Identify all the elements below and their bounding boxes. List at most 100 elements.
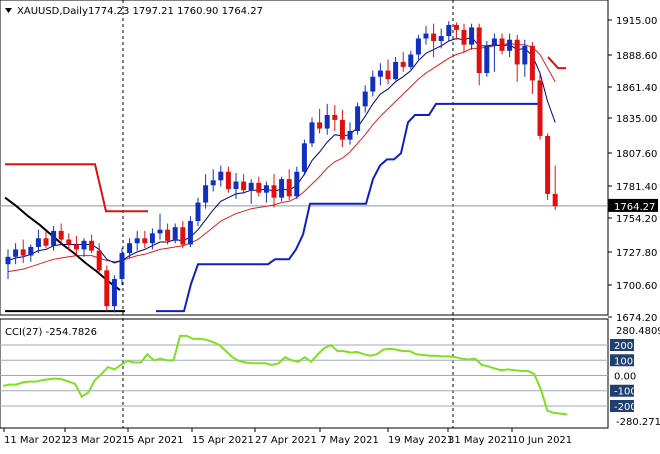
candle-body [233, 181, 239, 189]
candle-body [58, 230, 64, 240]
candle-body [119, 253, 125, 280]
price-tick-label: 1700.60 [616, 281, 657, 292]
candle-body [324, 114, 330, 129]
candle-body [514, 39, 520, 65]
candle-body [5, 256, 11, 265]
candle-body [96, 250, 102, 271]
cci-max-label: 280.4809 [616, 326, 660, 337]
candle-body [89, 240, 95, 251]
candle-body [142, 238, 148, 244]
candle-body [438, 36, 444, 41]
candle-body [279, 179, 285, 198]
cci-level-tag [610, 384, 634, 397]
cci-min-label: -280.2713 [616, 417, 660, 428]
time-tick-label: 31 May 2021 [448, 435, 513, 446]
candle-body [134, 238, 140, 244]
candle-body [507, 39, 513, 51]
price-tick-label: 1861.40 [616, 83, 657, 94]
candle-body [172, 227, 178, 241]
candle-body [393, 61, 399, 80]
candle-body [66, 239, 72, 245]
candle-body [187, 221, 193, 245]
candle-body [256, 182, 262, 193]
candle-body [522, 45, 528, 65]
candle-body [286, 179, 292, 197]
candle-body [111, 279, 117, 307]
candle-body [529, 45, 535, 81]
candle-body [385, 70, 391, 80]
candle-body [355, 106, 361, 132]
cci-level-label: 100 [614, 356, 633, 367]
candle-body [461, 29, 467, 45]
candle-body [195, 202, 201, 222]
candle-body [157, 229, 163, 234]
symbol-timeframe: XAUUSD,Daily [17, 6, 88, 17]
trailing-support-line [156, 102, 541, 313]
candle-body [370, 76, 376, 92]
candle-body [362, 91, 368, 107]
cci-indicator: 200 100 0.00 -100 -200 280.4809 -280.2713 [0, 326, 660, 428]
cci-level-tag [610, 354, 634, 367]
cci-title: CCI(27) -254.7826 [5, 327, 97, 338]
candle-body [180, 227, 186, 245]
candle-body [165, 229, 171, 241]
candle-body [104, 270, 110, 307]
symbol-header: XAUUSD,Daily 1774.23 1797.21 1760.90 176… [5, 6, 263, 17]
cci-level-label: 0.00 [614, 372, 636, 383]
candle-body [453, 24, 459, 30]
candle-body [210, 180, 216, 186]
price-tick-label: 1888.60 [616, 51, 657, 62]
price-tick-label: 1915.00 [616, 16, 657, 27]
candle-body [203, 185, 209, 203]
candle-body [73, 244, 79, 250]
candle-body [339, 119, 345, 140]
cci-level-label: -200 [614, 402, 637, 413]
candle-body [218, 171, 224, 181]
cci-line [2, 334, 568, 416]
candle-body [43, 238, 49, 246]
candle-body [537, 80, 543, 136]
candle-body [248, 182, 254, 191]
candle-body [469, 27, 475, 45]
channel-upper-line [5, 163, 148, 213]
candle-body [309, 122, 315, 144]
candle-body [20, 249, 26, 256]
candle-body [377, 70, 383, 77]
candle-body [149, 233, 155, 244]
candle-body [301, 143, 307, 172]
candle-body [545, 135, 551, 194]
candle-body [408, 54, 414, 67]
candle-body [317, 122, 323, 129]
current-price-label: 1764.27 [614, 202, 655, 213]
candle-body [446, 24, 452, 37]
candle-body [332, 114, 338, 120]
price-tick-label: 1674.20 [616, 313, 657, 324]
candle-body [81, 240, 87, 250]
time-tick-label: 7 May 2021 [320, 435, 379, 446]
candle-body [552, 193, 558, 207]
price-axis: 1915.00 1888.60 1861.40 1835.00 1807.60 1781.… [0, 16, 658, 324]
candle-body [225, 171, 231, 189]
candle-body [431, 33, 437, 41]
price-tick-label: 1781.40 [616, 182, 657, 193]
price-tick-label: 1807.60 [616, 149, 657, 160]
time-tick-label: 10 Jun 2021 [512, 435, 572, 446]
candle-body [263, 185, 269, 193]
current-price-tag [608, 198, 658, 212]
dropdown-arrow-icon[interactable] [5, 8, 12, 13]
price-tick-label: 1727.80 [616, 248, 657, 259]
candle-body [499, 38, 505, 51]
candle-body [271, 185, 277, 198]
candle-body [51, 230, 57, 246]
ohlc-readout: 1774.23 1797.21 1760.90 1764.27 [88, 6, 263, 17]
candle-body [400, 61, 406, 67]
time-tick-label: 5 Apr 2021 [128, 435, 183, 446]
candle-body [491, 38, 497, 46]
time-tick-label: 27 Apr 2021 [255, 435, 317, 446]
channel-upper-recent-line [547, 56, 566, 70]
candle-body [35, 238, 41, 247]
candle-body [294, 171, 300, 197]
